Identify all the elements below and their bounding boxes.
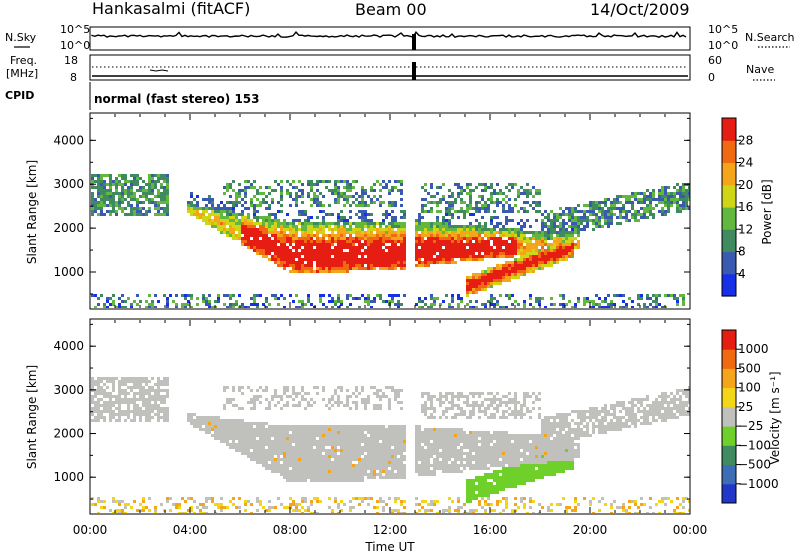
power-ytick-label: 3000 xyxy=(53,177,84,191)
freq-panel: Freq. [MHz] 18 8 60 0 Nave xyxy=(6,54,775,84)
time-x-axis: 00:00 04:00 08:00 12:00 16:00 20:00 00:00 xyxy=(73,114,708,537)
velocity-colorbar-label: Velocity [m s⁻¹] xyxy=(768,371,782,464)
power-y-axis: 1000 2000 3000 4000 xyxy=(53,117,690,295)
velocity-y-axis: 1000 2000 3000 4000 xyxy=(53,323,690,500)
nsky-label: N.Sky xyxy=(5,31,37,44)
freq-blip xyxy=(149,69,169,72)
nsearch-bottom-tick: 10^0 xyxy=(708,39,738,52)
velocity-colorbar-swatch xyxy=(722,368,736,389)
nsearch-label: N.Search xyxy=(745,31,795,44)
freq-bottom-tick: 8 xyxy=(70,71,77,84)
xtick-label: 08:00 xyxy=(273,523,308,537)
xtick-label: 04:00 xyxy=(173,523,208,537)
velocity-ylabel: Slant Range [km] xyxy=(25,365,39,469)
velocity-colorbar-swatch xyxy=(722,387,736,408)
velocity-colorbar-swatch xyxy=(722,330,736,350)
power-frame xyxy=(89,112,691,310)
power-colorbar-tick-label: 12 xyxy=(738,222,753,236)
power-colorbar-tick-label: 8 xyxy=(738,245,746,259)
velocity-colorbar-tick-label: −1000 xyxy=(738,477,779,491)
velocity-ytick-label: 4000 xyxy=(53,339,84,353)
velocity-colorbar-tick-label: 100 xyxy=(738,381,761,395)
velocity-panel: 1000 2000 3000 4000 Slant Range [km] 1000 50… xyxy=(25,114,782,554)
velocity-colorbar-tick-label: 1000 xyxy=(738,342,769,356)
freq-label: Freq. xyxy=(10,54,37,67)
velocity-colorbar-swatch xyxy=(722,406,736,427)
xtick-label: 12:00 xyxy=(373,523,408,537)
nave-label: Nave xyxy=(746,63,774,76)
velocity-colorbar-tick-label: −500 xyxy=(738,458,771,472)
power-colorbar-swatch xyxy=(722,140,736,164)
nsky-trace xyxy=(91,31,687,39)
power-panel: 1000 2000 3000 4000 Slant Range [km] 4 8 12 16… xyxy=(25,112,774,310)
velocity-colorbar-swatch xyxy=(722,445,736,465)
freq-gap-bar xyxy=(412,62,416,80)
power-colorbar-tick-label: 20 xyxy=(738,178,753,192)
power-colorbar-swatch xyxy=(722,118,736,141)
xtick-label: 00:00 xyxy=(673,523,708,537)
power-colorbar-tick-label: 16 xyxy=(738,200,753,214)
velocity-colorbar-swatch xyxy=(722,483,736,504)
cpid-row: CPID normal (fast stereo) 153 xyxy=(5,82,260,110)
power-colorbar-swatch xyxy=(722,162,736,186)
power-ytick-label: 1000 xyxy=(53,265,84,279)
velocity-ytick-label: 1000 xyxy=(53,470,84,484)
power-colorbar-swatch xyxy=(722,251,736,275)
power-colorbar: 4 8 12 16 20 24 28 xyxy=(721,117,753,297)
power-colorbar-swatch xyxy=(722,207,736,230)
velocity-ytick-label: 2000 xyxy=(53,427,84,441)
xtick-label: 00:00 xyxy=(73,523,108,537)
power-colorbar-swatch xyxy=(722,229,736,253)
power-heatmap xyxy=(91,174,690,308)
xtick-label: 16:00 xyxy=(473,523,508,537)
nave-top-tick: 60 xyxy=(708,54,722,67)
velocity-colorbar-swatch xyxy=(722,349,736,369)
velocity-frame xyxy=(89,318,691,515)
nsky-bottom-tick: 10^0 xyxy=(60,39,90,52)
power-ytick-label: 4000 xyxy=(53,133,84,147)
freq-top-tick: 18 xyxy=(64,54,78,67)
power-colorbar-tick-label: 24 xyxy=(738,156,753,170)
freq-unit-label: [MHz] xyxy=(6,67,38,80)
power-colorbar-swatch xyxy=(722,184,736,208)
nsky-top-tick: 10^5 xyxy=(60,23,90,36)
velocity-heatmap xyxy=(91,377,690,513)
date-title: 14/Oct/2009 xyxy=(590,0,690,19)
velocity-colorbar: 1000 500 100 25 −25 −100 −500 −1000 xyxy=(721,329,779,504)
velocity-ytick-label: 3000 xyxy=(53,383,84,397)
power-colorbar-tick-label: 28 xyxy=(738,133,753,147)
power-ylabel: Slant Range [km] xyxy=(25,160,39,264)
velocity-colorbar-tick-label: −100 xyxy=(738,438,771,452)
beam-title: Beam 00 xyxy=(355,0,427,19)
power-colorbar-tick-label: 4 xyxy=(738,267,746,281)
velocity-colorbar-tick-label: 500 xyxy=(738,361,761,375)
nsky-gap-bar xyxy=(412,34,416,50)
velocity-colorbar-tick-label: −25 xyxy=(738,419,763,433)
velocity-colorbar-swatch xyxy=(722,426,736,446)
power-ytick-label: 2000 xyxy=(53,221,84,235)
velocity-colorbar-swatch xyxy=(722,464,736,485)
station-title: Hankasalmi (fitACF) xyxy=(92,0,250,18)
cpid-text: normal (fast stereo) 153 xyxy=(94,92,260,106)
nsky-panel: N.Sky 10^5 10^0 10^5 10^0 N.Search xyxy=(5,23,795,52)
power-colorbar-label: Power [dB] xyxy=(760,179,774,244)
xtick-label: 20:00 xyxy=(573,523,608,537)
nsearch-top-tick: 10^5 xyxy=(708,23,738,36)
velocity-colorbar-frame xyxy=(721,329,737,504)
nave-bottom-tick: 0 xyxy=(708,71,715,84)
power-colorbar-swatch xyxy=(722,273,736,297)
velocity-colorbar-tick-label: 25 xyxy=(738,400,753,414)
xlabel: Time UT xyxy=(364,540,415,554)
cpid-label: CPID xyxy=(5,89,34,102)
